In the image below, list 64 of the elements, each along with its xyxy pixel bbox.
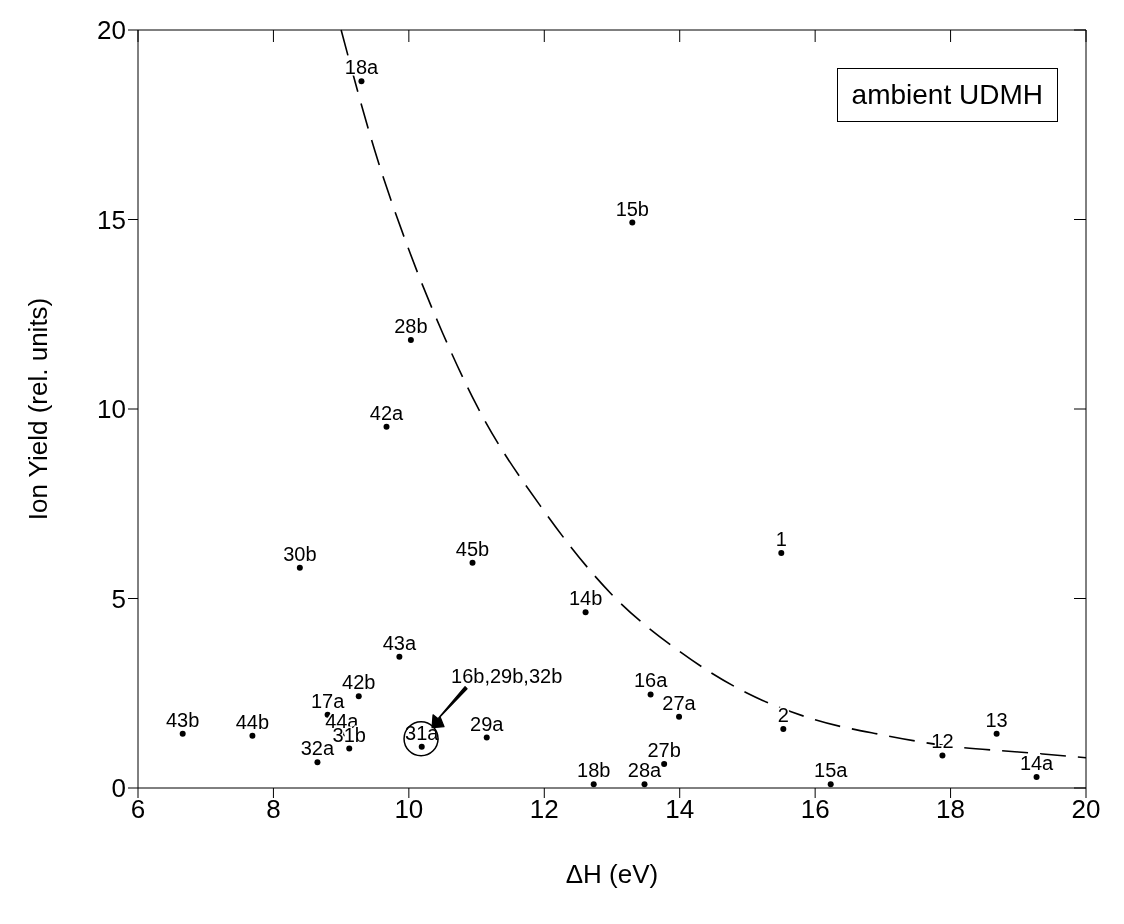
annotation: 27a <box>662 691 697 714</box>
point <box>582 609 589 616</box>
annotation: 16b,29b,32b <box>451 664 563 687</box>
point <box>296 564 303 571</box>
point <box>383 423 390 430</box>
point <box>641 781 648 788</box>
point <box>418 743 425 750</box>
x-tick-label: 16 <box>800 794 830 825</box>
point <box>661 761 668 768</box>
point <box>827 781 834 788</box>
point <box>314 759 321 766</box>
annotation: 28a <box>627 759 663 782</box>
y-tick-label: 15 <box>97 204 126 235</box>
annotation: 43a <box>382 631 417 654</box>
y-tick-label: 20 <box>97 15 126 46</box>
annotation: 2 <box>777 703 789 726</box>
point <box>629 219 636 226</box>
point <box>483 734 490 741</box>
point <box>396 653 403 660</box>
point <box>993 730 1000 737</box>
y-tick-label: 5 <box>111 583 126 614</box>
point <box>676 713 683 720</box>
x-tick-label: 14 <box>665 794 695 825</box>
annotation: 30b <box>283 542 317 565</box>
point <box>355 693 362 700</box>
annotation: ambient UDMH <box>836 68 1058 122</box>
annotation: 1 <box>775 528 787 551</box>
point <box>647 691 654 698</box>
x-tick-label: 6 <box>130 794 146 825</box>
point <box>778 550 785 557</box>
point <box>407 337 414 344</box>
y-tick-label: 0 <box>111 773 126 804</box>
x-tick-label: 8 <box>266 794 281 825</box>
point <box>590 781 597 788</box>
annotation: 42a <box>369 401 405 424</box>
point <box>358 78 365 85</box>
point <box>249 732 256 739</box>
point <box>346 745 353 752</box>
y-tick-label: 10 <box>97 394 126 425</box>
annotation: 29a <box>470 712 505 735</box>
point <box>939 752 946 759</box>
x-axis-title: ΔH (eV) <box>565 859 659 889</box>
annotation: 43b <box>166 708 200 731</box>
annotation: 18b <box>577 759 611 782</box>
x-tick-label: 10 <box>394 794 424 825</box>
annotation: 27b <box>647 739 681 762</box>
annotation: 44b <box>235 710 270 733</box>
annotation: 14a <box>1019 752 1055 775</box>
annotation: 14b <box>568 587 603 610</box>
point <box>179 730 186 737</box>
x-tick-label: 18 <box>936 794 966 825</box>
annotation: 15a <box>814 759 849 782</box>
annotation: 28b <box>394 315 428 338</box>
annotation: 16a <box>633 669 669 692</box>
x-tick-label: 12 <box>529 794 559 825</box>
point <box>1033 774 1040 781</box>
annotation: 13 <box>985 708 1008 731</box>
annotation: 15b <box>615 197 649 220</box>
point <box>780 725 787 732</box>
annotation: 18a <box>344 56 380 79</box>
point <box>469 559 476 566</box>
x-tick-label: 20 <box>1071 794 1101 825</box>
annotation: 45b <box>455 537 490 560</box>
y-axis-title: Ion Yield (rel. units) <box>23 297 54 521</box>
